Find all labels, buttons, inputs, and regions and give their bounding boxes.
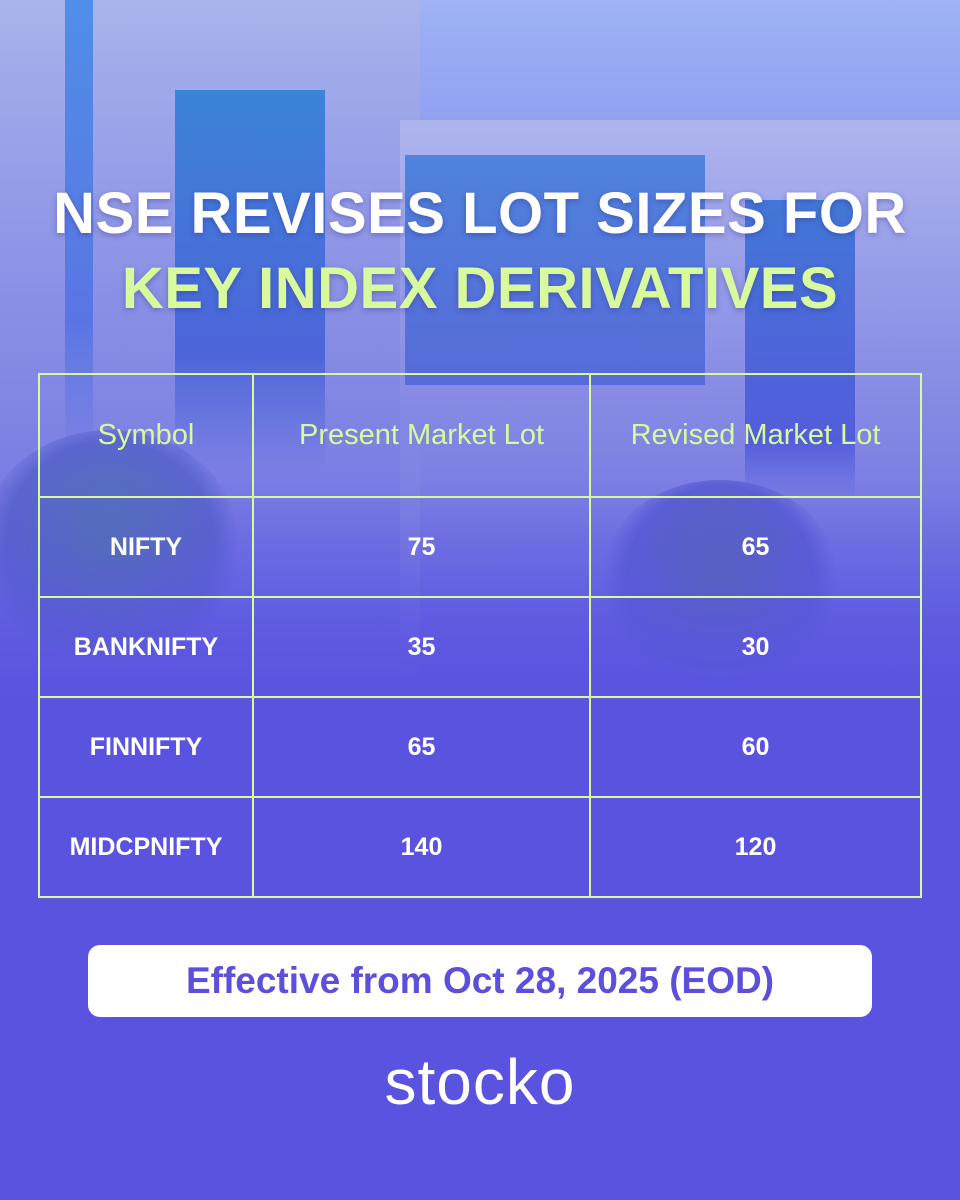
headline-line-1: NSE REVISES LOT SIZES FOR [53, 181, 907, 246]
row-revised-lot: 30 [591, 598, 920, 698]
header-present-lot: Present Market Lot [254, 375, 591, 498]
row-symbol: MIDCPNIFTY [40, 798, 254, 896]
row-present-lot: 35 [254, 598, 591, 698]
row-symbol: BANKNIFTY [40, 598, 254, 698]
row-revised-lot: 65 [591, 498, 920, 598]
row-symbol: FINNIFTY [40, 698, 254, 798]
stocko-logo: stocko [384, 1046, 576, 1118]
header-symbol: Symbol [40, 375, 254, 498]
headline-line-2: KEY INDEX DERIVATIVES [121, 256, 839, 321]
row-present-lot: 75 [254, 498, 591, 598]
row-revised-lot: 120 [734, 832, 777, 861]
effective-date-badge: Effective from Oct 28, 2025 (EOD) [88, 945, 872, 1017]
row-present-lot: 140 [254, 798, 591, 896]
row-symbol: NIFTY [40, 498, 254, 598]
row-present-lot: 65 [254, 698, 591, 798]
row-revised-lot: 60 [591, 698, 920, 798]
lot-size-table: Symbol Present Market Lot Revised Market… [38, 373, 922, 898]
header-revised-lot: Revised Market Lot [591, 375, 920, 498]
